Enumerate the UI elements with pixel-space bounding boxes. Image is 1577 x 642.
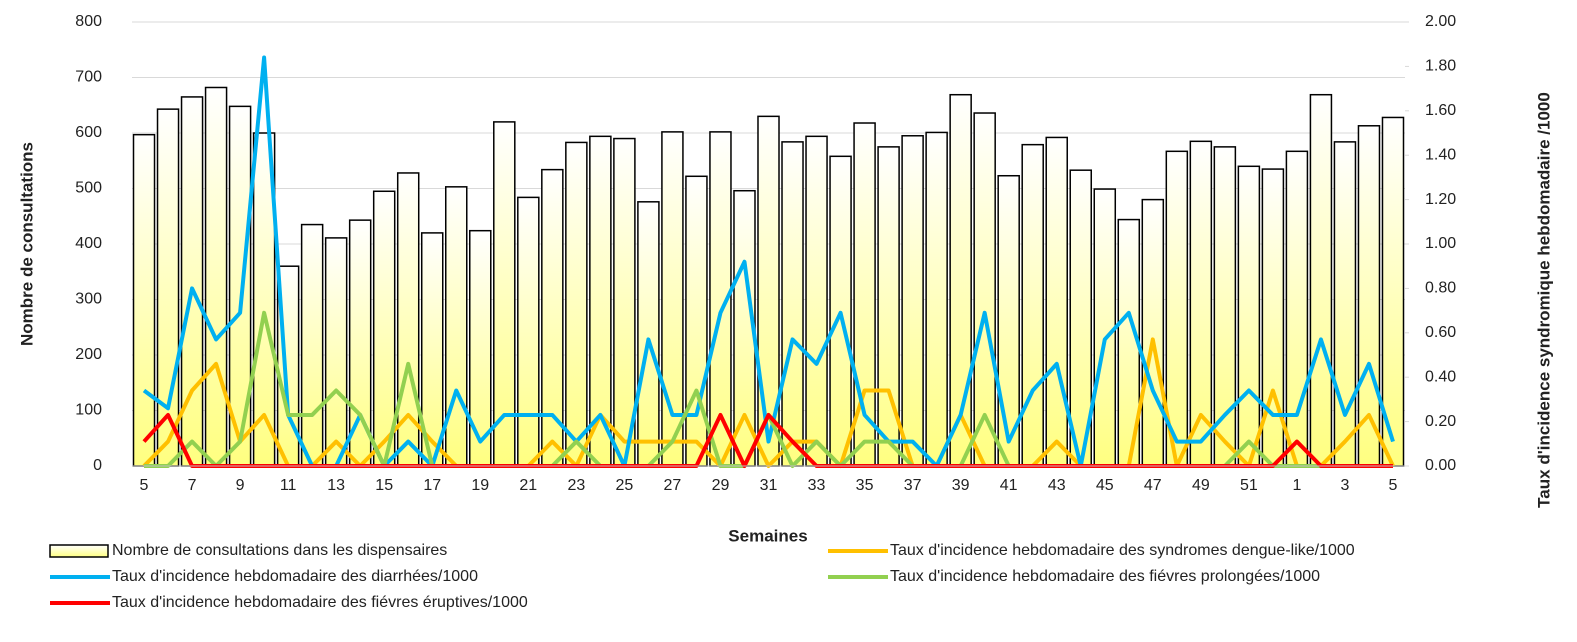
x-tick-label: 21	[519, 477, 537, 494]
y2-tick-label: 1.00	[1425, 235, 1456, 252]
line-series	[142, 55, 1395, 468]
bar	[156, 108, 180, 467]
x-tick-label: 39	[952, 477, 970, 494]
bar	[324, 237, 348, 467]
x-tick-label: 23	[567, 477, 585, 494]
y2-tick-label: 1.20	[1425, 191, 1456, 208]
legend-label: Nombre de consultations dans les dispens…	[112, 542, 447, 559]
bar	[517, 196, 540, 467]
bar	[1261, 168, 1285, 467]
legend-swatch	[49, 544, 109, 558]
y2-tick-label: 1.40	[1425, 146, 1456, 163]
y2-tick-label: 0.00	[1425, 457, 1456, 474]
x-tick-label: 49	[1192, 477, 1210, 494]
x-tick-label: 9	[236, 477, 245, 494]
y-tick-label: 200	[75, 346, 102, 363]
x-tick-label: 15	[375, 477, 393, 494]
y2-tick-label: 0.80	[1425, 280, 1456, 297]
x-tick-label: 1	[1292, 477, 1301, 494]
bar	[805, 135, 828, 467]
bar	[637, 201, 660, 467]
bar	[1045, 136, 1068, 467]
y-tick-label: 300	[75, 291, 102, 308]
x-tick-label: 33	[808, 477, 826, 494]
bar	[444, 186, 468, 467]
y2-tick-label: 2.00	[1425, 13, 1456, 30]
x-tick-label: 41	[1000, 477, 1018, 494]
x-tick-label: 43	[1048, 477, 1066, 494]
y2-tick-label: 1.60	[1425, 102, 1456, 119]
x-tick-label: 5	[140, 477, 149, 494]
bar	[300, 223, 324, 467]
bar	[372, 190, 396, 467]
y2-tick-label: 0.40	[1425, 368, 1456, 385]
bar	[685, 175, 708, 467]
x-tick-label: 35	[856, 477, 874, 494]
x-tick-label: 11	[280, 477, 297, 494]
y-tick-label: 500	[75, 180, 102, 197]
bar	[1093, 188, 1117, 467]
x-tick-label: 7	[188, 477, 197, 494]
x-tick-label: 45	[1096, 477, 1114, 494]
x-tick-label: 31	[760, 477, 778, 494]
x-axis-title: Semaines	[728, 526, 807, 545]
x-tick-label: 29	[712, 477, 730, 494]
bar	[1309, 93, 1333, 467]
bar	[1213, 146, 1237, 467]
bar	[204, 86, 228, 467]
x-tick-label: 3	[1340, 477, 1349, 494]
legend-label: Taux d'incidence hebdomadaire des fiévre…	[890, 568, 1320, 585]
legend-label: Taux d'incidence hebdomadaire des fiévre…	[112, 594, 528, 611]
x-tick-label: 19	[471, 477, 489, 494]
bar	[132, 133, 156, 467]
legend-label: Taux d'incidence hebdomadaire des diarrh…	[112, 568, 478, 585]
y2-tick-label: 1.80	[1425, 58, 1456, 75]
y-tick-label: 100	[75, 402, 102, 419]
x-tick-label: 37	[904, 477, 922, 494]
y-axis-title: Nombre de consultations	[17, 142, 36, 346]
y2-axis-title: Taux d'incidence syndromique hebdomadair…	[1534, 92, 1553, 508]
bar	[1285, 150, 1309, 467]
x-tick-label: 51	[1240, 477, 1258, 494]
bar	[901, 135, 924, 467]
bar	[1141, 198, 1165, 467]
legend-label: Taux d'incidence hebdomadaire des syndro…	[890, 542, 1355, 559]
bar	[1237, 165, 1261, 467]
bar	[781, 141, 804, 467]
x-tick-label: 27	[664, 477, 682, 494]
x-tick-label: 47	[1144, 477, 1162, 494]
x-tick-label: 13	[327, 477, 345, 494]
x-tick-label: 5	[1389, 477, 1398, 494]
x-tick-label: 17	[423, 477, 441, 494]
y-tick-label: 800	[75, 13, 102, 30]
x-tick-label: 25	[615, 477, 633, 494]
bar	[565, 141, 588, 467]
bar	[1021, 143, 1044, 467]
bar	[925, 131, 948, 467]
y2-tick-label: 0.60	[1425, 324, 1456, 341]
y-tick-label: 0	[93, 457, 102, 474]
y-tick-label: 400	[75, 235, 102, 252]
y-tick-label: 700	[75, 69, 102, 86]
y-tick-label: 600	[75, 124, 102, 141]
bar	[1333, 141, 1357, 467]
y2-tick-label: 0.20	[1425, 413, 1456, 430]
